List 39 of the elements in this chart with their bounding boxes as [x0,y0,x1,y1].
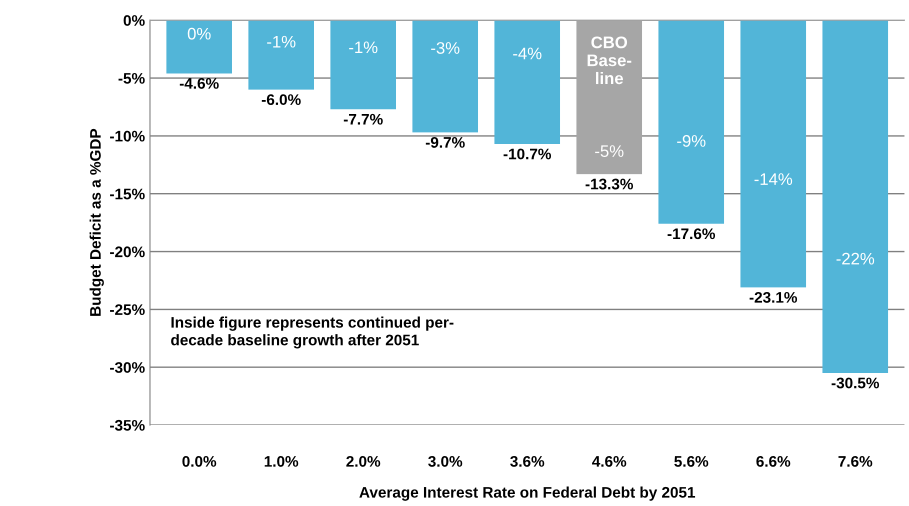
y-tick-label: -5% [118,72,145,84]
annotation: Inside figure represents continued per- decade baseline growth after 2051 [171,316,454,348]
y-tick-label: -15% [110,188,145,200]
x-tick-label: 0.0% [182,456,216,467]
y-tick-label: -25% [110,304,145,316]
data-label: -23.1% [750,292,798,303]
y-tick-label: -20% [110,246,145,258]
x-tick-label: 3.6% [510,456,544,467]
data-label: -4.6% [180,78,219,89]
data-label: -30.5% [832,378,880,388]
annotation: -5% [595,145,624,158]
data-label: -7.7% [344,114,383,125]
y-tick-label: -10% [110,130,145,142]
annotation: -1% [349,41,378,54]
annotation: CBO Base- line [588,36,632,84]
data-label: -17.6% [668,228,716,240]
x-tick-label: 1.0% [264,456,298,467]
y-tick-label: -30% [110,362,145,373]
data-label: -13.3% [586,178,634,190]
y-axis-title: Budget Deficit as a %GDP [90,128,104,316]
x-tick-label: 2.0% [346,456,380,467]
annotation: -22% [836,252,874,265]
annotation: -9% [677,135,706,147]
annotation: -4% [513,48,542,60]
annotation: -3% [431,42,460,54]
x-axis-title: Average Interest Rate on Federal Debt by 2051 [359,486,696,501]
data-label: -9.7% [426,137,465,148]
data-label: -10.7% [504,148,552,160]
x-tick-label: 6.6% [756,456,790,467]
annotation: -1% [267,36,296,48]
y-tick-label: 0% [124,15,145,26]
data-label: -6.0% [262,94,301,106]
x-tick-label: 3.0% [428,456,462,467]
y-tick-label: -35% [110,420,145,431]
annotation: -14% [754,173,792,185]
x-tick-label: 5.6% [674,456,708,467]
x-tick-label: 7.6% [838,456,872,467]
x-tick-label: 4.6% [592,456,626,467]
annotation: 0% [188,28,211,40]
